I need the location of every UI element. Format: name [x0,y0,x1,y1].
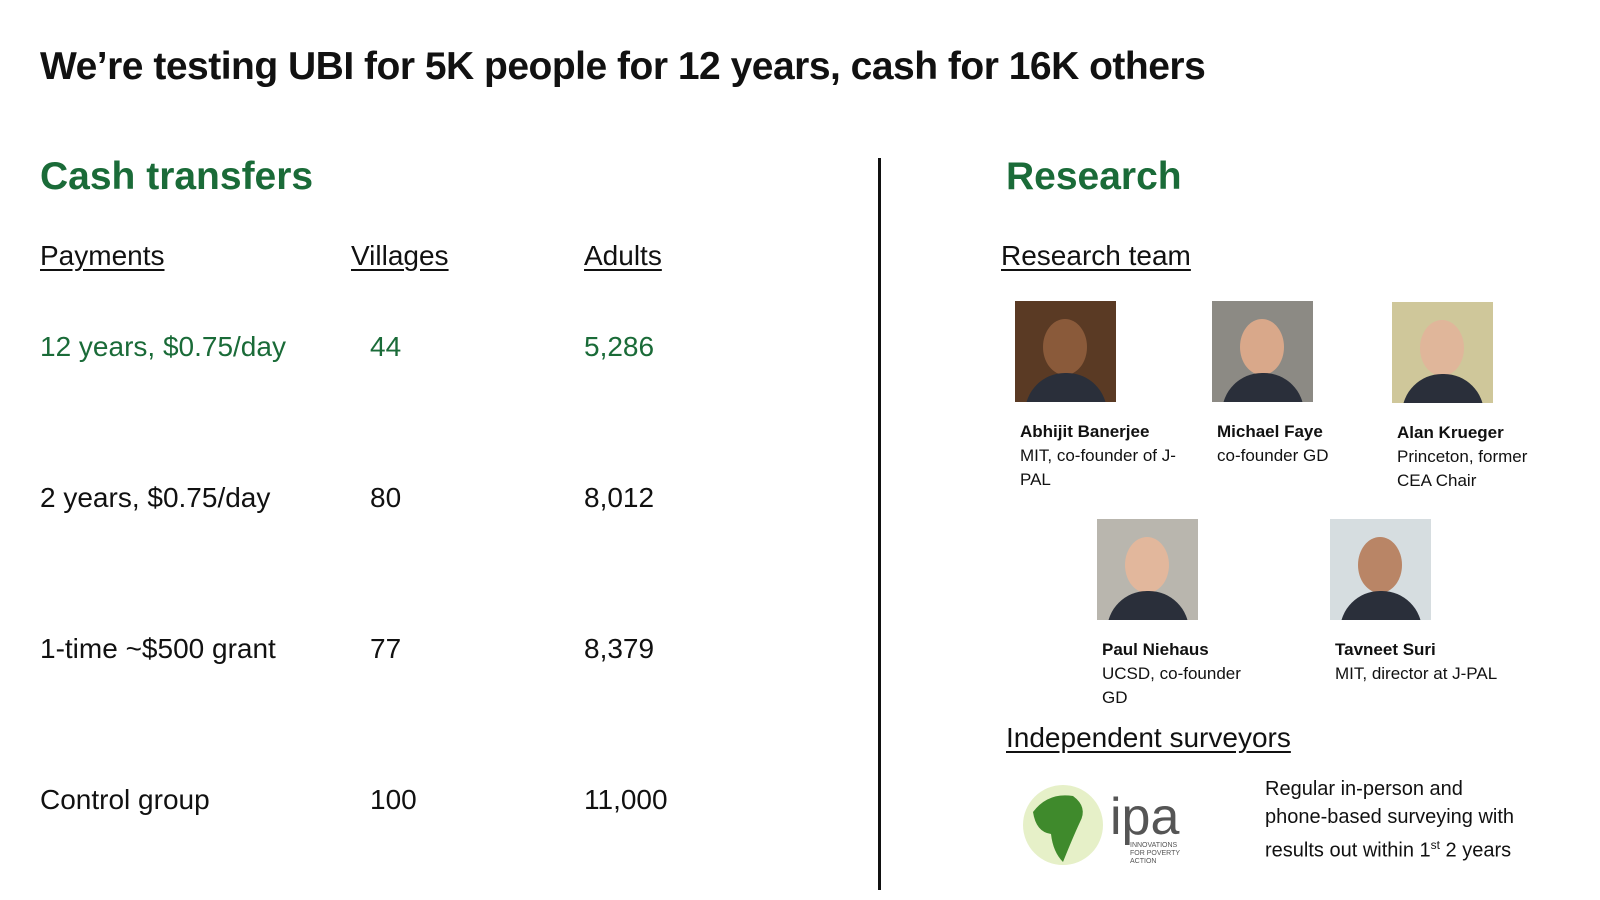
table-cell: 8,379 [584,633,655,664]
person-role: UCSD, co-founder GD [1102,664,1241,707]
table-cell: Control group [40,784,210,815]
portrait [1015,301,1116,402]
person-name: Paul Niehaus [1102,640,1209,659]
portrait [1097,519,1198,620]
shoulders [1402,374,1484,403]
table-cell: 44 [370,331,402,362]
shoulders [1025,373,1107,402]
table-cell: 80 [370,482,402,513]
column-header: Payments [40,240,165,271]
person-role: MIT, co-founder of J-PAL [1020,446,1176,489]
shoulders [1222,373,1304,402]
portrait [1212,301,1313,402]
person-name: Michael Faye [1217,422,1323,441]
column-header: Villages [351,240,449,271]
table-cell: 1-time ~$500 grant [40,633,276,664]
description: Regular in-person and phone-based survey… [1265,775,1520,865]
person-role: MIT, director at J-PAL [1335,664,1498,683]
person-name: Abhijit Banerjee [1020,422,1150,441]
table-cell: 8,012 [584,482,655,513]
face [1420,320,1464,376]
column-header: Adults [584,240,662,271]
subheading: Research team [1001,240,1191,271]
table-cell: 2 years, $0.75/day [40,482,271,513]
person-name: Tavneet Suri [1335,640,1436,659]
face [1240,319,1284,375]
face [1358,537,1402,593]
section-heading: Cash transfers [40,155,314,198]
shoulders [1340,591,1422,620]
continent [1033,795,1083,862]
divider [878,158,881,890]
face [1125,537,1169,593]
portrait [1330,519,1431,620]
description-tail: 2 years [1439,839,1512,862]
table-cell: 100 [370,784,417,815]
table-cell: 5,286 [584,331,655,362]
face [1043,319,1087,375]
table-cell: 11,000 [584,784,668,815]
ipa-logo: ipa INNOVATIONS FOR POVERTY ACTION [1023,785,1180,865]
person-role: Princeton, former CEA Chair [1397,447,1528,490]
person-role: co-founder GD [1217,446,1329,465]
table-cell: 12 years, $0.75/day [40,331,286,362]
logo-subtext: INNOVATIONS FOR POVERTY ACTION [1130,842,1180,865]
person-name: Alan Krueger [1397,423,1504,442]
portrait [1392,302,1493,403]
slide-title: We’re testing UBI for 5K people for 12 y… [40,45,1206,88]
description-text: Regular in-person and phone-based survey… [1265,778,1515,862]
table-cell: 77 [370,633,402,664]
superscript: st [1430,838,1440,852]
shoulders [1107,591,1189,620]
logo-text: ipa [1110,788,1179,846]
section-heading: Research [1006,155,1182,198]
subheading: Independent surveyors [1006,722,1291,753]
